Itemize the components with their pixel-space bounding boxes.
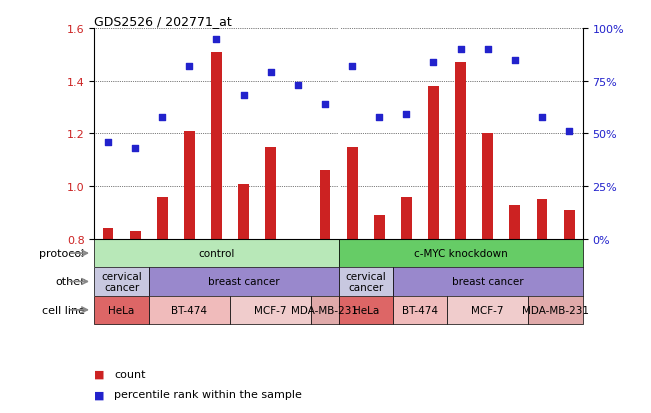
Bar xyxy=(401,197,412,240)
Bar xyxy=(455,63,466,240)
Bar xyxy=(393,268,583,296)
Text: cervical
cancer: cervical cancer xyxy=(101,271,142,292)
Point xyxy=(184,64,195,70)
Text: c-MYC knockdown: c-MYC knockdown xyxy=(413,249,508,259)
Point xyxy=(374,114,384,121)
Bar xyxy=(347,147,357,240)
Bar xyxy=(184,131,195,240)
Text: breast cancer: breast cancer xyxy=(208,277,279,287)
Bar xyxy=(130,231,141,240)
Text: cervical
cancer: cervical cancer xyxy=(345,271,386,292)
Text: BT-474: BT-474 xyxy=(171,305,207,315)
Text: cell line: cell line xyxy=(42,305,85,315)
Point xyxy=(292,83,303,89)
Bar xyxy=(148,268,339,296)
Bar xyxy=(320,171,330,240)
Bar xyxy=(266,147,276,240)
Bar xyxy=(510,205,520,240)
Point xyxy=(536,114,547,121)
Text: ■: ■ xyxy=(94,369,105,379)
Bar xyxy=(482,134,493,240)
Bar xyxy=(428,87,439,240)
Point xyxy=(347,64,357,70)
Bar xyxy=(564,210,574,240)
Text: MCF-7: MCF-7 xyxy=(471,305,504,315)
Text: HeLa: HeLa xyxy=(353,305,379,315)
Bar xyxy=(374,216,385,240)
Text: GDS2526 / 202771_at: GDS2526 / 202771_at xyxy=(94,15,232,28)
Point xyxy=(456,47,466,53)
Bar xyxy=(339,240,583,268)
Bar xyxy=(339,296,393,324)
Bar xyxy=(148,296,230,324)
Point xyxy=(238,93,249,100)
Point xyxy=(103,139,113,146)
Bar xyxy=(529,296,583,324)
Bar xyxy=(536,200,547,240)
Point xyxy=(482,47,493,53)
Text: HeLa: HeLa xyxy=(109,305,135,315)
Text: MDA-MB-231: MDA-MB-231 xyxy=(292,305,359,315)
Bar xyxy=(94,240,339,268)
Bar xyxy=(94,268,148,296)
Point xyxy=(320,101,330,108)
Text: ■: ■ xyxy=(94,389,105,399)
Bar xyxy=(211,52,222,240)
Point xyxy=(130,145,140,152)
Text: other: other xyxy=(55,277,85,287)
Text: MCF-7: MCF-7 xyxy=(255,305,287,315)
Text: protocol: protocol xyxy=(39,249,85,259)
Text: count: count xyxy=(114,369,145,379)
Point xyxy=(510,57,520,64)
Text: MDA-MB-231: MDA-MB-231 xyxy=(522,305,589,315)
Bar xyxy=(447,296,529,324)
Bar xyxy=(157,197,168,240)
Text: breast cancer: breast cancer xyxy=(452,277,523,287)
Text: BT-474: BT-474 xyxy=(402,305,438,315)
Bar xyxy=(238,184,249,240)
Point xyxy=(428,59,439,66)
Bar xyxy=(230,296,311,324)
Bar xyxy=(103,229,113,240)
Bar xyxy=(311,296,339,324)
Point xyxy=(266,70,276,76)
Text: percentile rank within the sample: percentile rank within the sample xyxy=(114,389,302,399)
Point xyxy=(211,36,221,43)
Bar xyxy=(393,296,447,324)
Text: control: control xyxy=(199,249,234,259)
Bar xyxy=(339,268,393,296)
Bar xyxy=(94,296,148,324)
Point xyxy=(157,114,167,121)
Point xyxy=(564,129,574,135)
Point xyxy=(401,112,411,119)
